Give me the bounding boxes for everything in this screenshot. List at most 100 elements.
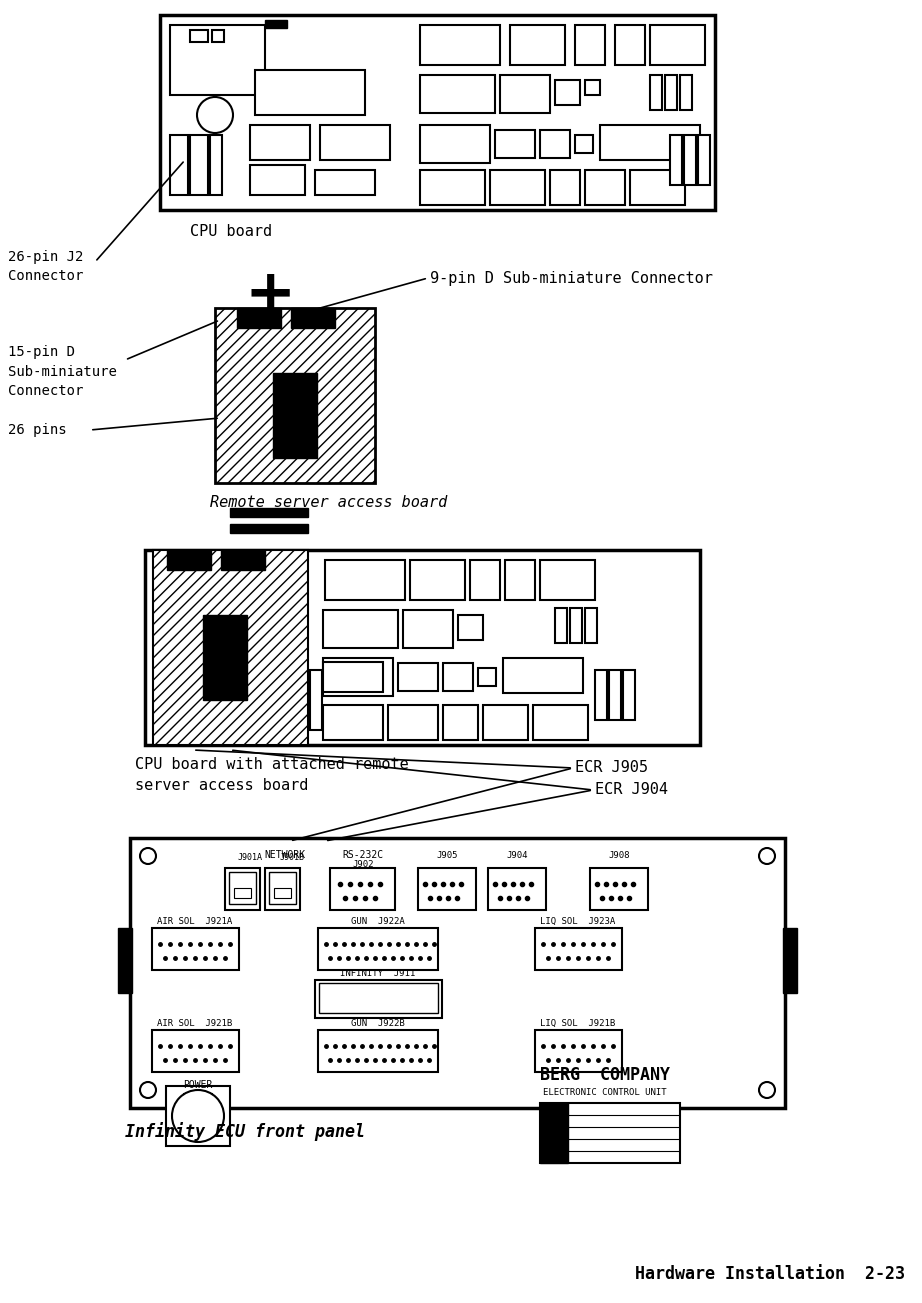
Text: Hardware Installation  2-23: Hardware Installation 2-23 bbox=[635, 1265, 905, 1283]
Bar bbox=[533, 705, 588, 740]
Bar bbox=[420, 76, 495, 113]
Bar bbox=[212, 30, 224, 42]
Text: RS-232C: RS-232C bbox=[342, 850, 384, 860]
Bar bbox=[210, 136, 222, 195]
Bar bbox=[609, 670, 621, 721]
Bar bbox=[585, 79, 600, 95]
Text: LIQ SOL  J921B: LIQ SOL J921B bbox=[540, 1019, 616, 1028]
Bar bbox=[540, 130, 570, 158]
Bar bbox=[590, 868, 648, 909]
Bar bbox=[250, 165, 305, 195]
Bar bbox=[615, 25, 645, 65]
Bar bbox=[478, 668, 496, 685]
Bar bbox=[483, 705, 528, 740]
Circle shape bbox=[140, 1081, 156, 1098]
Bar bbox=[166, 1085, 230, 1147]
Bar bbox=[221, 550, 265, 569]
Text: POWER: POWER bbox=[183, 1080, 213, 1091]
Bar bbox=[274, 889, 291, 898]
Bar bbox=[550, 169, 580, 205]
Bar bbox=[323, 658, 393, 696]
Bar bbox=[388, 705, 438, 740]
Bar bbox=[403, 610, 453, 648]
Bar bbox=[420, 25, 500, 65]
Bar bbox=[783, 928, 797, 993]
Bar bbox=[670, 136, 682, 185]
Bar bbox=[265, 20, 287, 27]
Text: 26 pins: 26 pins bbox=[8, 423, 66, 437]
Bar bbox=[215, 308, 375, 483]
Bar bbox=[325, 560, 405, 599]
Text: 9-pin D Sub-miniature Connector: 9-pin D Sub-miniature Connector bbox=[430, 271, 713, 285]
Bar bbox=[273, 373, 317, 457]
Text: J904: J904 bbox=[506, 851, 527, 860]
Bar bbox=[420, 169, 485, 205]
Bar bbox=[145, 550, 700, 745]
Bar bbox=[595, 670, 607, 721]
Bar bbox=[315, 169, 375, 195]
Bar bbox=[470, 560, 500, 599]
Text: J901B: J901B bbox=[279, 853, 304, 863]
Bar bbox=[510, 25, 565, 65]
Text: J905: J905 bbox=[436, 851, 457, 860]
Text: AIR SOL  J921A: AIR SOL J921A bbox=[158, 917, 232, 926]
Text: INFINITY  J911: INFINITY J911 bbox=[340, 969, 416, 979]
Bar bbox=[330, 868, 395, 909]
Text: NETWORK: NETWORK bbox=[265, 850, 305, 860]
Bar bbox=[680, 76, 692, 109]
Bar bbox=[318, 928, 438, 969]
Bar bbox=[650, 25, 705, 65]
Bar bbox=[488, 868, 546, 909]
Bar bbox=[310, 670, 322, 730]
Bar bbox=[503, 658, 583, 693]
Bar bbox=[665, 76, 677, 109]
Bar bbox=[265, 868, 300, 909]
Bar bbox=[319, 982, 438, 1012]
Bar bbox=[170, 136, 188, 195]
Bar bbox=[225, 868, 260, 909]
Text: 26-pin J2
Connector: 26-pin J2 Connector bbox=[8, 250, 83, 284]
Bar bbox=[320, 125, 390, 160]
Bar bbox=[630, 169, 685, 205]
Text: GUN  J922B: GUN J922B bbox=[351, 1019, 405, 1028]
Bar bbox=[167, 550, 211, 569]
Text: ECR J905: ECR J905 bbox=[575, 761, 648, 775]
Bar bbox=[230, 524, 308, 533]
Bar bbox=[323, 610, 398, 648]
Bar bbox=[505, 560, 535, 599]
Bar bbox=[540, 560, 595, 599]
Bar bbox=[555, 609, 567, 642]
Bar bbox=[650, 76, 662, 109]
Bar bbox=[318, 1029, 438, 1072]
Bar bbox=[410, 560, 465, 599]
Circle shape bbox=[140, 848, 156, 864]
Circle shape bbox=[172, 1091, 224, 1141]
Bar bbox=[230, 508, 308, 517]
Circle shape bbox=[759, 1081, 775, 1098]
Text: ELECTRONIC CONTROL UNIT: ELECTRONIC CONTROL UNIT bbox=[543, 1088, 667, 1097]
Bar bbox=[585, 169, 625, 205]
Bar bbox=[315, 980, 442, 1018]
Text: +: + bbox=[244, 266, 296, 324]
Bar bbox=[182, 1118, 214, 1136]
Text: J902: J902 bbox=[352, 860, 373, 869]
Bar bbox=[234, 889, 251, 898]
Bar bbox=[500, 76, 550, 113]
Bar bbox=[535, 1029, 622, 1072]
Bar bbox=[269, 872, 296, 904]
Bar bbox=[540, 1104, 568, 1164]
Text: ECR J904: ECR J904 bbox=[595, 783, 668, 797]
Bar bbox=[443, 705, 478, 740]
Bar bbox=[203, 615, 247, 700]
Text: Remote server access board: Remote server access board bbox=[210, 495, 447, 509]
Circle shape bbox=[197, 96, 233, 133]
Bar bbox=[540, 1104, 680, 1164]
Bar bbox=[398, 663, 438, 691]
Bar bbox=[229, 872, 256, 904]
Bar bbox=[184, 1095, 212, 1115]
Text: J908: J908 bbox=[609, 851, 630, 860]
Bar bbox=[153, 550, 308, 745]
Bar bbox=[575, 136, 593, 152]
Bar bbox=[535, 928, 622, 969]
Text: BERG  COMPANY: BERG COMPANY bbox=[540, 1066, 670, 1084]
